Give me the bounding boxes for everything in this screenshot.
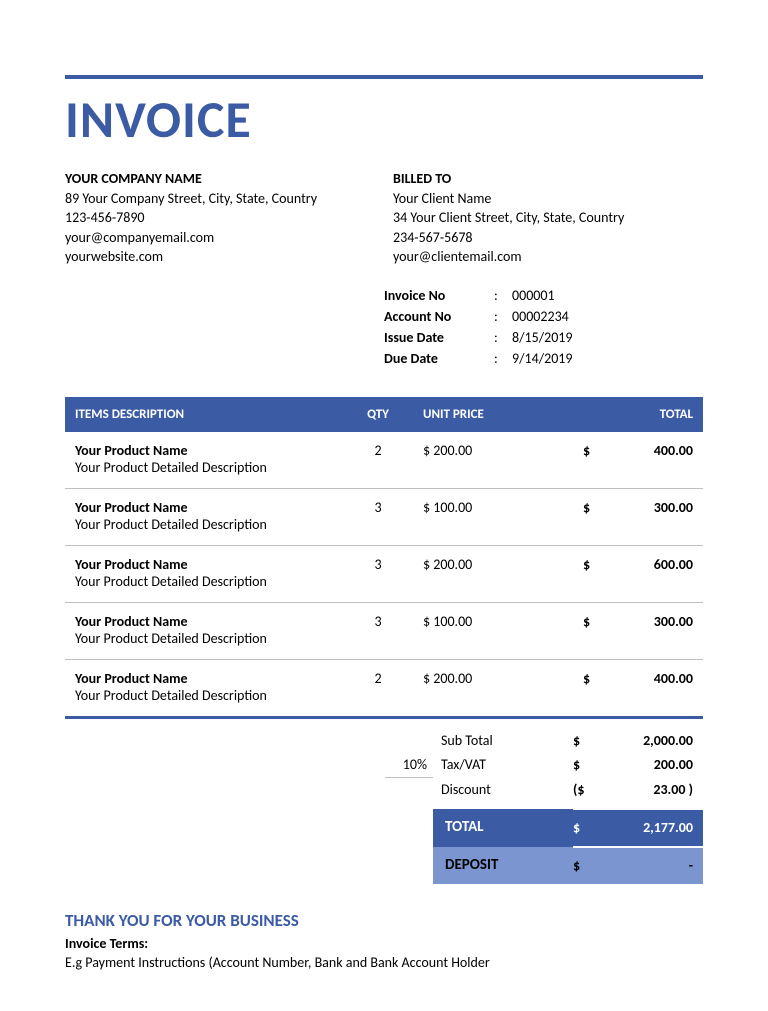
row-total: 300.00 — [603, 602, 703, 659]
row-unit: $ 100.00 — [413, 602, 573, 659]
issue-date: 8/15/2019 — [512, 327, 572, 348]
table-row: Your Product NameYour Product Detailed D… — [65, 659, 703, 716]
parties-section: YOUR COMPANY NAME 89 Your Company Street… — [65, 169, 703, 267]
totals-section: Sub Total $ 2,000.00 10% Tax/VAT $ 200.0… — [65, 729, 703, 884]
client-phone: 234-567-5678 — [393, 228, 703, 248]
row-sym: $ — [573, 545, 603, 602]
row-total: 400.00 — [603, 432, 703, 489]
row-qty: 3 — [343, 488, 413, 545]
thank-you: THANK YOU FOR YOUR BUSINESS — [65, 910, 703, 931]
total-label: TOTAL — [433, 809, 573, 847]
row-sym: $ — [573, 432, 603, 489]
subtotal-label: Sub Total — [433, 729, 573, 753]
th-qty: QTY — [343, 397, 413, 432]
total-band: TOTAL $ 2,177.00 — [65, 809, 703, 847]
company-address: 89 Your Company Street, City, State, Cou… — [65, 189, 375, 209]
table-row: Your Product NameYour Product Detailed D… — [65, 545, 703, 602]
deposit-label: DEPOSIT — [433, 847, 573, 885]
company-email: your@companyemail.com — [65, 228, 375, 248]
row-unit: $ 200.00 — [413, 659, 573, 716]
tax-sym: $ — [573, 753, 603, 777]
table-row: Your Product NameYour Product Detailed D… — [65, 432, 703, 489]
discount-sym: ($ — [573, 778, 603, 802]
subtotal-value: 2,000.00 — [603, 729, 703, 753]
issue-date-label: Issue Date — [384, 327, 494, 348]
table-row: Your Product NameYour Product Detailed D… — [65, 602, 703, 659]
row-qty: 3 — [343, 545, 413, 602]
row-total: 400.00 — [603, 659, 703, 716]
th-unit: UNIT PRICE — [413, 397, 573, 432]
subtotal-sym: $ — [573, 729, 603, 753]
account-no: 00002234 — [512, 306, 569, 327]
row-sym: $ — [573, 488, 603, 545]
product-desc: Your Product Detailed Description — [75, 573, 333, 590]
tax-pct: 10% — [385, 753, 433, 778]
client-block: BILLED TO Your Client Name 34 Your Clien… — [393, 169, 703, 267]
tax-label: Tax/VAT — [433, 753, 573, 777]
top-rule — [65, 75, 703, 79]
company-phone: 123-456-7890 — [65, 208, 375, 228]
product-name: Your Product Name — [75, 442, 333, 459]
row-unit: $ 100.00 — [413, 488, 573, 545]
th-desc: ITEMS DESCRIPTION — [65, 397, 343, 432]
row-sym: $ — [573, 602, 603, 659]
row-total: 300.00 — [603, 488, 703, 545]
client-email: your@clientemail.com — [393, 247, 703, 267]
row-qty: 3 — [343, 602, 413, 659]
total-sym: $ — [573, 810, 603, 846]
account-no-label: Account No — [384, 306, 494, 327]
invoice-meta: Invoice No : 000001 Account No : 0000223… — [65, 285, 703, 369]
meta-sep: : — [494, 285, 512, 306]
items-table: ITEMS DESCRIPTION QTY UNIT PRICE TOTAL Y… — [65, 397, 703, 717]
due-date-label: Due Date — [384, 348, 494, 369]
row-unit: $ 200.00 — [413, 432, 573, 489]
due-date: 9/14/2019 — [512, 348, 572, 369]
row-unit: $ 200.00 — [413, 545, 573, 602]
discount-value: 23.00 ) — [603, 778, 703, 802]
total-value: 2,177.00 — [603, 810, 703, 846]
client-label: BILLED TO — [393, 169, 703, 189]
product-desc: Your Product Detailed Description — [75, 516, 333, 533]
client-address: 34 Your Client Street, City, State, Coun… — [393, 208, 703, 228]
discount-label: Discount — [433, 778, 573, 802]
table-bottom-rule — [65, 716, 703, 719]
product-desc: Your Product Detailed Description — [75, 687, 333, 704]
product-desc: Your Product Detailed Description — [75, 459, 333, 476]
terms-text: E.g Payment Instructions (Account Number… — [65, 954, 703, 971]
company-block: YOUR COMPANY NAME 89 Your Company Street… — [65, 169, 375, 267]
product-desc: Your Product Detailed Description — [75, 630, 333, 647]
deposit-sym: $ — [573, 848, 603, 884]
row-qty: 2 — [343, 432, 413, 489]
invoice-title: INVOICE — [65, 87, 703, 151]
company-label: YOUR COMPANY NAME — [65, 169, 375, 189]
tax-value: 200.00 — [603, 753, 703, 777]
deposit-band: DEPOSIT $ - — [65, 847, 703, 885]
th-total: TOTAL — [573, 397, 703, 432]
terms-label: Invoice Terms: — [65, 935, 703, 952]
row-sym: $ — [573, 659, 603, 716]
product-name: Your Product Name — [75, 613, 333, 630]
table-row: Your Product NameYour Product Detailed D… — [65, 488, 703, 545]
invoice-no: 000001 — [512, 285, 555, 306]
product-name: Your Product Name — [75, 670, 333, 687]
product-name: Your Product Name — [75, 499, 333, 516]
product-name: Your Product Name — [75, 556, 333, 573]
deposit-value: - — [603, 848, 703, 884]
row-qty: 2 — [343, 659, 413, 716]
row-total: 600.00 — [603, 545, 703, 602]
invoice-no-label: Invoice No — [384, 285, 494, 306]
company-website: yourwebsite.com — [65, 247, 375, 267]
client-name: Your Client Name — [393, 189, 703, 209]
